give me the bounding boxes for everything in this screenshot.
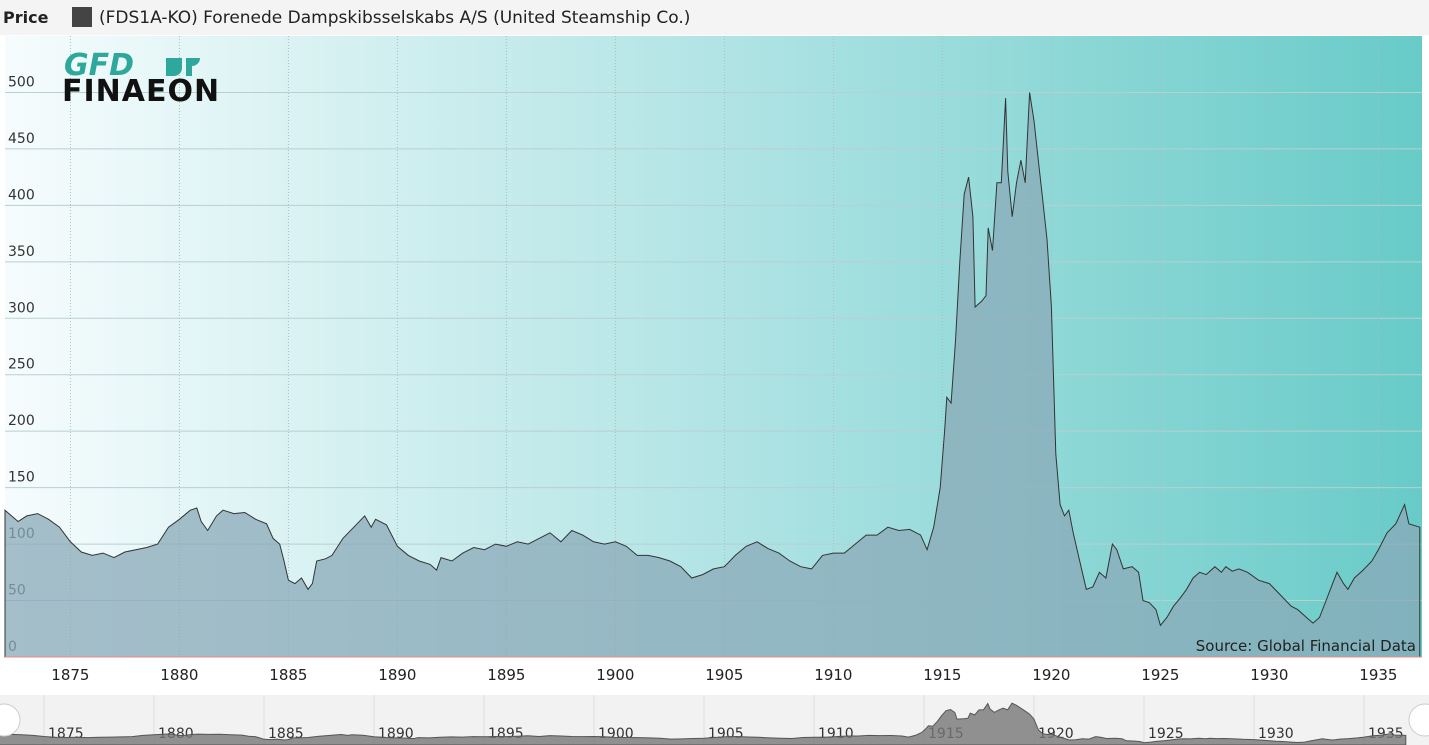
x-tick-label: 1895: [487, 666, 525, 684]
legend-swatch: [72, 7, 92, 27]
x-tick-label: 1930: [1250, 666, 1288, 684]
nav-handle-left[interactable]: [0, 703, 21, 737]
y-tick-label: 150: [8, 470, 35, 486]
legend-label: (FDS1A-KO) Forenede Dampskibsselskabs A/…: [99, 8, 690, 28]
logo-top: GFD: [64, 48, 134, 83]
logo: GFD FINAEON: [62, 48, 220, 109]
area: [4, 92, 1421, 658]
nav-handle-right[interactable]: [1408, 703, 1429, 737]
x-tick-label: 1935: [1359, 666, 1397, 684]
x-tick-label: 1925: [1141, 666, 1179, 684]
x-tick-label: 1890: [378, 666, 416, 684]
source: Source: Global Financial Data: [1196, 637, 1416, 655]
y-tick-label: 250: [8, 357, 35, 373]
panel-title: Price: [3, 8, 49, 27]
x-tick-label: 1875: [51, 666, 89, 684]
y-tick-label: 400: [8, 187, 35, 203]
nav-tick-label: 1925: [1148, 726, 1184, 742]
y-tick-label: 300: [8, 300, 35, 316]
x-tick-label: 1885: [269, 666, 307, 684]
x-tick-label: 1920: [1032, 666, 1070, 684]
y-tick-label: 350: [8, 244, 35, 260]
x-tick-label: 1905: [705, 666, 743, 684]
logo-bottom: FINAEON: [62, 74, 220, 109]
header: [0, 0, 1429, 35]
x-tick-label: 1880: [160, 666, 198, 684]
nav-area: [0, 702, 1407, 745]
y-tick-label: 200: [8, 413, 35, 429]
nav-tick-label: 1930: [1258, 726, 1294, 742]
area-layer: [4, 92, 1421, 658]
navigator-layer: 1875188018851890189519001905191019151920…: [0, 695, 1407, 745]
x-tick-label: 1910: [814, 666, 852, 684]
logo-leaf: [166, 58, 200, 76]
y-tick-label: 500: [8, 74, 35, 90]
x-tick-label: 1900: [596, 666, 634, 684]
x-tick-label: 1915: [923, 666, 961, 684]
y-tick-label: 450: [8, 131, 35, 147]
